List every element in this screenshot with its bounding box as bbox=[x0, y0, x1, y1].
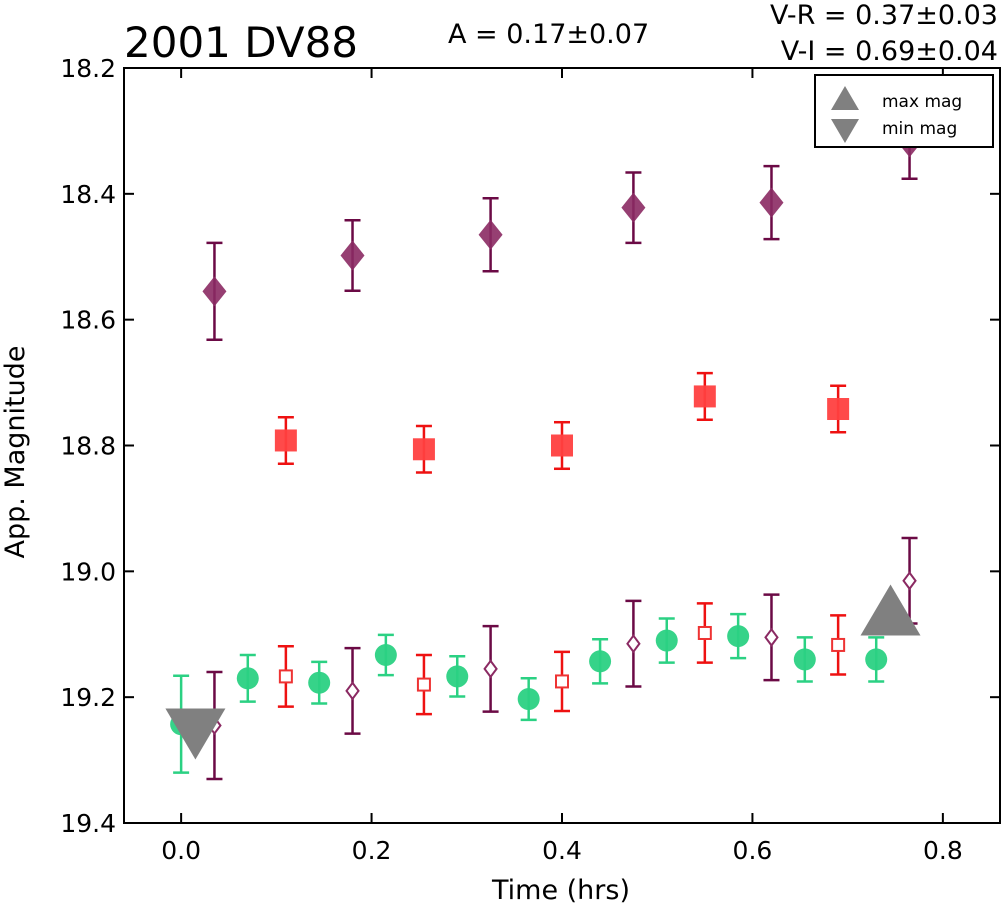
data-series bbox=[165, 104, 922, 781]
v-i-annotation: V-I = 0.69±0.04 bbox=[781, 36, 998, 67]
amplitude-annotation: A = 0.17±0.07 bbox=[448, 19, 649, 50]
data-point bbox=[278, 669, 293, 684]
data-point bbox=[374, 644, 397, 667]
y-tick-label: 18.2 bbox=[60, 54, 116, 83]
data-point bbox=[693, 385, 716, 408]
legend-label: max mag bbox=[882, 92, 962, 112]
series-3 bbox=[277, 602, 847, 716]
y-tick-label: 19.2 bbox=[60, 683, 116, 712]
data-point bbox=[655, 629, 678, 652]
y-tick-label: 19.4 bbox=[60, 809, 116, 838]
axis-ticks: 0.0 0.2 0.4 0.6 0.8 18.2 18.4 18.6 18.8 19.0 19.2 1… bbox=[60, 54, 1000, 865]
x-tick-label: 0.8 bbox=[923, 836, 963, 865]
data-point bbox=[827, 398, 850, 421]
data-point bbox=[236, 667, 259, 690]
data-point bbox=[274, 429, 297, 452]
data-point bbox=[478, 219, 503, 250]
data-point bbox=[793, 648, 816, 671]
legend-label: min mag bbox=[882, 119, 957, 139]
data-point bbox=[517, 688, 540, 711]
series-0 bbox=[202, 104, 922, 342]
y-tick-label: 18.8 bbox=[60, 432, 116, 461]
data-point bbox=[555, 674, 569, 689]
legend-marker-down bbox=[831, 119, 859, 143]
data-point bbox=[446, 665, 469, 688]
series-6 bbox=[165, 708, 226, 760]
x-tick-label: 0.0 bbox=[161, 836, 201, 865]
data-point bbox=[727, 625, 750, 648]
y-tick-label: 19.0 bbox=[60, 557, 116, 586]
data-point bbox=[416, 677, 431, 692]
data-point bbox=[860, 584, 921, 636]
legend: max mag min mag bbox=[814, 74, 994, 148]
x-tick-label: 0.2 bbox=[352, 836, 392, 865]
data-point bbox=[831, 637, 846, 652]
legend-marker-up bbox=[831, 86, 859, 110]
data-point bbox=[621, 192, 646, 223]
data-point bbox=[202, 276, 227, 307]
data-point bbox=[697, 625, 712, 640]
data-point bbox=[626, 634, 641, 654]
series-2 bbox=[170, 612, 888, 774]
x-axis-label: Time (hrs) bbox=[491, 875, 630, 904]
data-point bbox=[165, 708, 226, 760]
series-1 bbox=[274, 371, 850, 474]
y-tick-label: 18.4 bbox=[60, 180, 116, 209]
x-tick-label: 0.6 bbox=[733, 836, 773, 865]
data-point bbox=[308, 671, 331, 694]
data-point bbox=[345, 681, 360, 701]
data-point bbox=[764, 627, 779, 648]
chart-title: 2001 DV88 bbox=[124, 18, 358, 67]
y-tick-label: 18.6 bbox=[60, 306, 116, 335]
data-point bbox=[483, 659, 498, 679]
series-5 bbox=[860, 584, 921, 636]
x-tick-label: 0.4 bbox=[542, 836, 582, 865]
data-point bbox=[589, 650, 612, 673]
data-point bbox=[340, 240, 365, 271]
data-point bbox=[759, 187, 784, 218]
data-point bbox=[551, 434, 573, 457]
data-point bbox=[412, 438, 435, 461]
y-axis-label: App. Magnitude bbox=[0, 346, 31, 559]
v-r-annotation: V-R = 0.37±0.03 bbox=[770, 0, 998, 31]
data-point bbox=[902, 571, 917, 591]
data-point bbox=[865, 648, 888, 671]
